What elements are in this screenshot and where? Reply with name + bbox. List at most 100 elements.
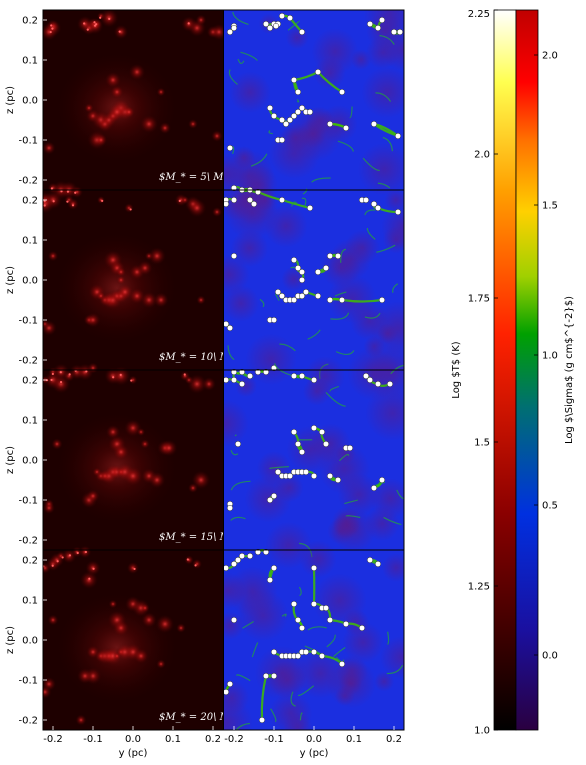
faint-filament	[287, 20, 300, 31]
sink-particle	[379, 477, 386, 484]
heated-region	[43, 194, 55, 214]
faint-filament	[242, 621, 254, 629]
heated-region	[108, 599, 118, 609]
hot-speck	[43, 204, 46, 207]
faint-filament	[386, 664, 404, 675]
low-density-patch	[365, 385, 404, 441]
y-axis-label: z (pc)	[5, 626, 16, 654]
faint-filament	[290, 691, 296, 707]
hot-speck	[99, 16, 102, 19]
heated-region	[188, 119, 198, 129]
hot-speck	[108, 17, 111, 21]
hot-speck	[101, 199, 104, 203]
sink-particle	[299, 293, 306, 300]
sink-particle	[234, 557, 241, 564]
sink-particle	[295, 441, 302, 448]
x-tick-label: 0.2	[386, 734, 402, 745]
sink-particle	[391, 29, 398, 36]
column-density-tick-label: 0.5	[542, 501, 558, 512]
heated-region	[115, 266, 127, 278]
heated-region	[110, 85, 124, 99]
sink-particle	[311, 377, 318, 384]
hot-speck	[194, 564, 197, 567]
sink-particle	[315, 68, 322, 75]
sink-particle	[319, 429, 326, 436]
filament	[341, 298, 383, 303]
hot-speck	[50, 24, 53, 27]
sink-particle	[339, 661, 346, 668]
sink-particle	[323, 441, 330, 448]
faint-filament	[232, 11, 249, 26]
hot-speck	[59, 380, 63, 384]
sink-particle	[315, 293, 322, 300]
heated-region	[67, 198, 79, 210]
low-density-patch	[264, 204, 308, 248]
hot-speck	[51, 372, 54, 376]
sink-particle	[295, 108, 302, 115]
heated-region	[124, 203, 134, 213]
sink-particle	[375, 561, 382, 568]
sink-particle	[339, 88, 346, 95]
sink-particle	[263, 673, 270, 680]
heated-region	[141, 612, 157, 628]
faint-filament	[228, 69, 238, 85]
sink-particle	[226, 681, 233, 688]
y-tick-label: 0.2	[22, 376, 38, 387]
sink-particle	[295, 88, 302, 95]
temperature-panel-2: $M_* = 10\ M_\odot$	[43, 180, 223, 374]
low-density-patch	[299, 540, 337, 578]
sink-particle	[238, 369, 245, 376]
sink-particle	[335, 252, 342, 259]
sink-particle	[387, 381, 394, 388]
temperature-tick-label: 1.25	[468, 582, 490, 593]
sink-particle	[226, 505, 233, 512]
sink-particle	[347, 445, 354, 452]
faint-filament	[281, 613, 287, 617]
sink-particle	[397, 29, 404, 36]
sink-particle	[299, 625, 306, 632]
faint-filament	[364, 312, 381, 319]
sink-particle	[375, 25, 382, 32]
heated-region	[75, 714, 87, 726]
sink-particle	[234, 441, 241, 448]
sink-particle	[299, 104, 306, 111]
heated-region	[195, 14, 207, 26]
temperature-tick-label: 2.25	[468, 9, 490, 20]
heated-region	[47, 250, 59, 262]
temperature-colorbar-label: Log $T$ (K)	[451, 341, 462, 399]
sink-particle	[275, 289, 282, 296]
y-tick-label: 0.1	[22, 416, 38, 427]
low-density-patch	[318, 443, 370, 495]
sink-particle	[287, 14, 294, 21]
heated-region	[128, 375, 138, 385]
heated-region	[140, 291, 158, 309]
mass-label-1: $M_* = 5\ M_\odot$	[159, 172, 261, 183]
y-tick-label: -0.2	[18, 716, 38, 727]
heated-region	[111, 366, 131, 386]
x-tick-label: 0.0	[306, 734, 322, 745]
sink-particle	[287, 116, 294, 123]
faint-filament	[345, 515, 361, 519]
sink-particle	[224, 377, 229, 383]
low-density-patch	[224, 399, 249, 448]
faint-filament	[349, 106, 353, 119]
sink-particle	[311, 601, 318, 608]
low-density-patch	[326, 658, 376, 708]
sink-particle	[224, 201, 229, 207]
heated-region	[136, 427, 146, 437]
hot-speck	[186, 558, 189, 561]
faint-filament	[333, 646, 346, 658]
heated-region	[153, 292, 169, 308]
sink-particle	[363, 373, 370, 380]
sink-particle	[327, 617, 334, 624]
faint-filament	[268, 130, 273, 135]
heated-region	[77, 668, 93, 684]
sink-particle	[259, 717, 266, 724]
sink-particle	[295, 653, 302, 660]
heated-region	[191, 558, 203, 570]
sink-particle	[271, 673, 278, 680]
sink-particle	[226, 144, 233, 151]
y-tick-label: 0.2	[22, 196, 38, 207]
low-density-patch	[374, 671, 395, 692]
faint-filament	[302, 188, 308, 195]
